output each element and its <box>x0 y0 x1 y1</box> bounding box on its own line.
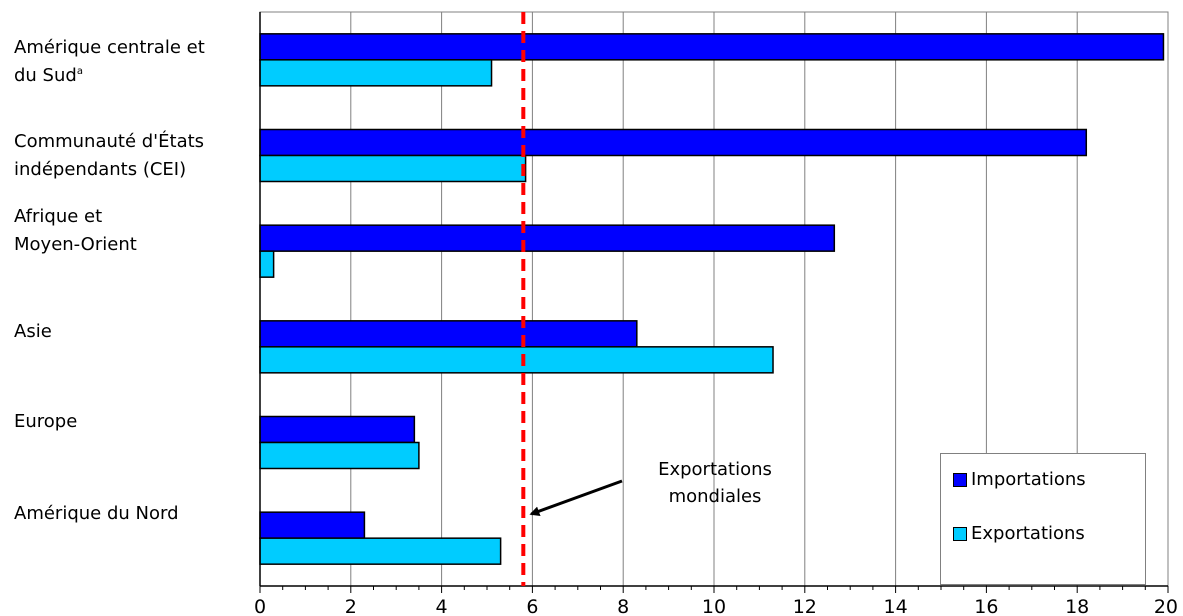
category-label-amerique-centrale-et-du-sud: Amérique centrale et du Suda <box>14 34 254 90</box>
x-tick-label: 12 <box>793 596 817 616</box>
x-tick-label: 2 <box>345 596 357 616</box>
category-label-asie: Asie <box>14 318 254 346</box>
x-tick-label: 4 <box>436 596 448 616</box>
bars <box>259 33 1165 565</box>
bar-importations-amerique-centrale-et-du-sud <box>259 33 1165 61</box>
category-label-line: Moyen-Orient <box>14 234 137 255</box>
legend-label-exportations: Exportations <box>971 523 1085 544</box>
bar-exportations-communaute-d-etats-independants-cei <box>259 154 527 183</box>
bar-exportations-afrique-et-moyen-orient <box>259 250 275 278</box>
category-label-line: Asie <box>14 321 52 342</box>
x-tick-label: 0 <box>254 596 266 616</box>
category-label-line: indépendants (CEI) <box>14 159 187 180</box>
annotation-text: Exportations mondiales <box>600 456 830 510</box>
category-label-line: Amérique du Nord <box>14 503 179 524</box>
annotation-arrow <box>529 479 623 516</box>
x-tick-label: 20 <box>1154 596 1178 616</box>
x-tick-label: 18 <box>1065 596 1089 616</box>
bar-importations-communaute-d-etats-independants-cei <box>259 128 1088 157</box>
legend-item-exportations: Exportations <box>953 523 1085 544</box>
legend-swatch-importations <box>953 472 967 487</box>
bar-exportations-amerique-centrale-et-du-sud <box>259 59 493 87</box>
bar-importations-asie <box>259 320 638 348</box>
category-label-amerique-du-nord: Amérique du Nord <box>14 500 254 528</box>
category-label-line: du Suda <box>14 65 83 86</box>
category-label-afrique-et-moyen-orient: Afrique et Moyen-Orient <box>14 203 254 259</box>
x-tick-label: 16 <box>974 596 998 616</box>
category-label-line: Amérique centrale et <box>14 37 205 58</box>
x-tick-label: 8 <box>617 596 629 616</box>
annotation-line-1: Exportations <box>658 459 772 480</box>
bar-exportations-amerique-du-nord <box>259 537 502 565</box>
category-label-europe: Europe <box>14 408 254 436</box>
category-label-line: Europe <box>14 411 78 432</box>
category-label-line: Communauté d'États <box>14 131 205 152</box>
x-tick-label: 6 <box>526 596 538 616</box>
bar-importations-afrique-et-moyen-orient <box>259 224 836 252</box>
footnote-marker: a <box>76 66 83 77</box>
legend-label-importations: Importations <box>971 469 1086 490</box>
bar-importations-amerique-du-nord <box>259 511 366 539</box>
legend: Importations Exportations <box>940 453 1146 585</box>
bar-exportations-asie <box>259 346 774 374</box>
x-tick-label: 14 <box>884 596 908 616</box>
bar-importations-europe <box>259 415 416 444</box>
annotation-arrow-group <box>529 479 623 516</box>
x-axis: 0 2 4 6 8 10 12 14 16 18 20 <box>254 12 1178 616</box>
legend-item-importations: Importations <box>953 469 1086 490</box>
x-tick-label: 10 <box>702 596 726 616</box>
annotation-line-2: mondiales <box>668 486 762 507</box>
category-label-communaute-d-etats-independants-cei: Communauté d'États indépendants (CEI) <box>14 128 254 184</box>
legend-swatch-exportations <box>953 526 967 541</box>
category-label-line: Afrique et <box>14 206 103 227</box>
bar-exportations-europe <box>259 441 420 470</box>
